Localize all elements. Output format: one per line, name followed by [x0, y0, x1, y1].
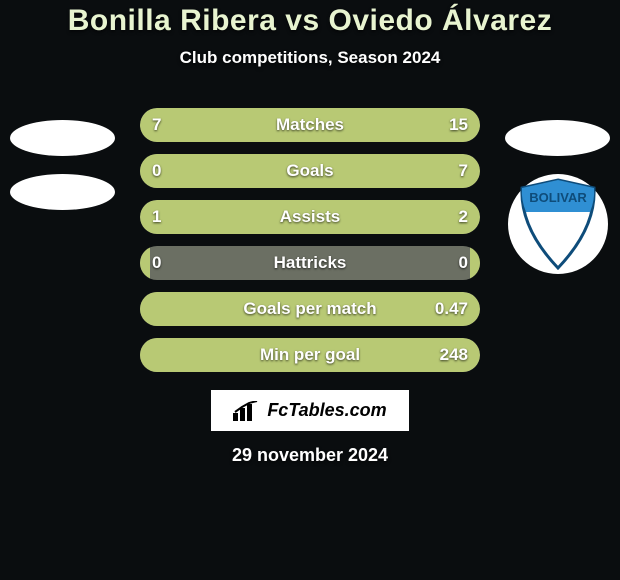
badges-left: [10, 120, 115, 210]
page-title: Bonilla Ribera vs Oviedo Álvarez: [68, 4, 553, 38]
stat-value-left: 0: [152, 253, 161, 273]
badges-right: BOLIVAR: [505, 120, 610, 274]
team-badge-placeholder: [505, 120, 610, 156]
subtitle: Club competitions, Season 2024: [180, 48, 441, 68]
stat-row: Goals0 7: [140, 154, 480, 188]
stat-bars: Matches715Goals07Assists12Hattricks00Goa…: [140, 108, 480, 372]
svg-text:BOLIVAR: BOLIVAR: [529, 190, 587, 205]
stat-row: Hattricks0 0: [140, 246, 480, 280]
stat-row: Min per goal248: [140, 338, 480, 372]
stat-label: Hattricks: [140, 253, 480, 273]
team-badge-shield: BOLIVAR: [508, 174, 608, 274]
stat-label: Goals per match: [140, 299, 480, 319]
stat-label: Assists: [140, 207, 480, 227]
stat-value-right: 2: [459, 207, 468, 227]
stat-value-right: 0.47: [435, 299, 468, 319]
team-badge-placeholder: [10, 120, 115, 156]
logo-box: FcTables.com: [211, 390, 408, 431]
stat-value-left: 7: [152, 115, 161, 135]
stat-label: Min per goal: [140, 345, 480, 365]
stat-label: Matches: [140, 115, 480, 135]
stat-value-right: 7: [459, 161, 468, 181]
date-text: 29 november 2024: [232, 445, 388, 466]
logo-text: FcTables.com: [267, 400, 386, 421]
stat-row: Matches7 15: [140, 108, 480, 142]
stat-row: Goals per match0.47: [140, 292, 480, 326]
stat-value-left: 0: [152, 161, 161, 181]
stat-value-right: 15: [449, 115, 468, 135]
team-badge-placeholder: [10, 174, 115, 210]
stat-row: Assists1 2: [140, 200, 480, 234]
stat-value-left: 1: [152, 207, 161, 227]
stat-value-right: 248: [440, 345, 468, 365]
stat-label: Goals: [140, 161, 480, 181]
stat-value-right: 0: [459, 253, 468, 273]
logo-chart-icon: [233, 401, 261, 421]
comparison-card: Bonilla Ribera vs Oviedo Álvarez Club co…: [0, 0, 620, 580]
shield-icon: BOLIVAR: [516, 178, 600, 270]
